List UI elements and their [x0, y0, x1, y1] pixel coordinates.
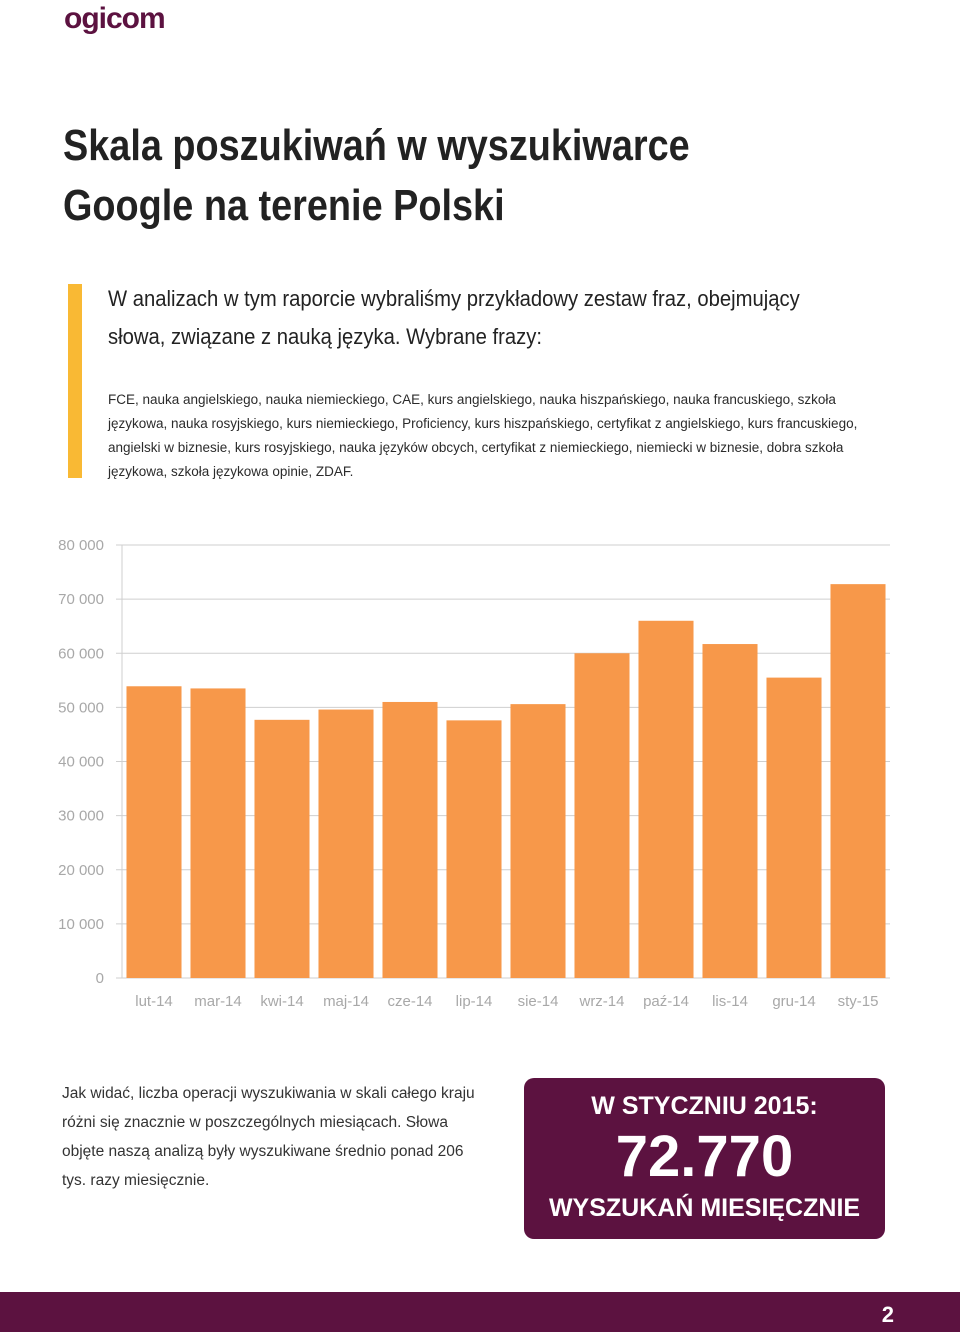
bar	[510, 704, 566, 978]
y-tick-label: 40 000	[58, 754, 104, 771]
y-tick-label: 60 000	[58, 645, 104, 662]
callout-box: W STYCZNIU 2015: 72.770 WYSZUKAŃ MIESIĘC…	[524, 1078, 885, 1239]
x-tick-label: mar-14	[194, 993, 242, 1010]
bar	[318, 709, 374, 978]
callout-heading: W STYCZNIU 2015:	[591, 1092, 818, 1120]
x-tick-label: sty-15	[838, 993, 879, 1010]
x-tick-label: sie-14	[518, 993, 559, 1010]
y-tick-label: 80 000	[58, 537, 104, 554]
bar	[574, 653, 630, 978]
bar	[126, 686, 182, 978]
bar	[382, 701, 438, 978]
y-tick-label: 70 000	[58, 591, 104, 608]
yellow-accent-bar	[68, 284, 82, 478]
page-number: 2	[881, 1302, 894, 1327]
bar-chart: 0 10 000 20 000 30 000 40 000 50 000 60 000 70 …	[58, 537, 890, 1010]
y-tick-label: 50 000	[58, 699, 104, 716]
bar	[638, 620, 694, 978]
x-tick-label: cze-14	[387, 993, 432, 1010]
bar	[766, 677, 822, 978]
y-tick-label: 0	[96, 970, 104, 987]
y-tick-label: 20 000	[58, 862, 104, 879]
bar	[254, 719, 310, 978]
bar	[446, 720, 502, 978]
y-tick-label: 10 000	[58, 916, 104, 933]
x-tick-label: lip-14	[456, 993, 493, 1010]
y-tick-label: 30 000	[58, 808, 104, 825]
bar	[830, 584, 886, 978]
x-tick-label: paź-14	[643, 993, 689, 1010]
phrases-list: FCE, nauka angielskiego, nauka niemiecki…	[108, 392, 858, 479]
x-tick-label: maj-14	[323, 993, 369, 1010]
x-tick-label: lis-14	[712, 993, 748, 1010]
x-tick-label: lut-14	[135, 993, 173, 1010]
callout-number: 72.770	[615, 1124, 794, 1189]
x-tick-label: kwi-14	[260, 993, 303, 1010]
page-title: Skala poszukiwań w wyszukiwarce Google n…	[63, 121, 690, 230]
ogicom-logo: ogicom	[64, 2, 166, 35]
footer-bar: 2	[0, 1292, 960, 1332]
intro-text: W analizach w tym raporcie wybraliśmy pr…	[108, 286, 800, 349]
callout-caption: WYSZUKAŃ MIESIĘCZNIE	[548, 1194, 861, 1222]
bar	[702, 644, 758, 978]
x-tick-label: wrz-14	[578, 993, 624, 1010]
summary-text: Jak widać, liczba operacji wyszukiwania …	[62, 1085, 475, 1189]
x-tick-label: gru-14	[772, 993, 815, 1010]
bar	[190, 688, 246, 978]
